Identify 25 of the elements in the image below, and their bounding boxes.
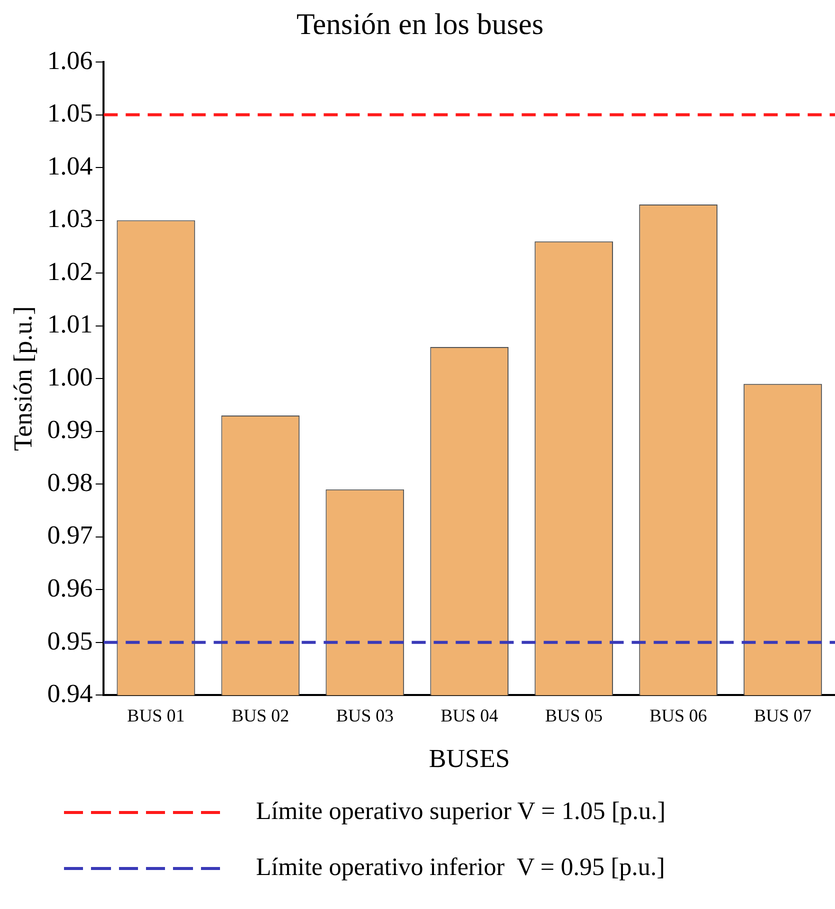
x-tick-label: BUS 07 <box>754 706 812 726</box>
x-tick-label: BUS 01 <box>127 706 185 726</box>
y-tick-label: 1.00 <box>47 362 93 392</box>
y-tick-label: 1.05 <box>47 98 93 128</box>
legend-label: Límite operativo inferior V = 0.95 [p.u.] <box>256 854 665 882</box>
x-tick-label: BUS 03 <box>336 706 394 726</box>
legend-label: Límite operativo superior V = 1.05 [p.u.] <box>256 798 666 826</box>
chart-title: Tensión en los buses <box>296 8 544 41</box>
x-tick-label: BUS 02 <box>232 706 290 726</box>
x-tick-label: BUS 06 <box>650 706 708 726</box>
y-tick-label: 1.02 <box>47 256 93 286</box>
y-tick-label: 0.96 <box>47 573 93 602</box>
y-tick-label: 0.94 <box>47 679 93 708</box>
y-axis-title: Tensión [p.u.] <box>8 306 38 451</box>
y-tick-label: 0.99 <box>47 415 93 444</box>
x-axis-title: BUSES <box>428 744 510 774</box>
y-tick-label: 1.01 <box>47 310 93 339</box>
y-tick-label: 0.97 <box>47 520 93 550</box>
y-tick-label: 1.03 <box>47 204 93 234</box>
x-tick-label: BUS 04 <box>440 706 498 726</box>
x-tick-label: BUS 05 <box>545 706 603 726</box>
y-tick-label: 0.95 <box>47 626 93 656</box>
y-tick-label: 0.98 <box>47 468 93 497</box>
y-tick-label: 1.06 <box>47 46 93 75</box>
y-tick-label: 1.04 <box>47 151 93 180</box>
